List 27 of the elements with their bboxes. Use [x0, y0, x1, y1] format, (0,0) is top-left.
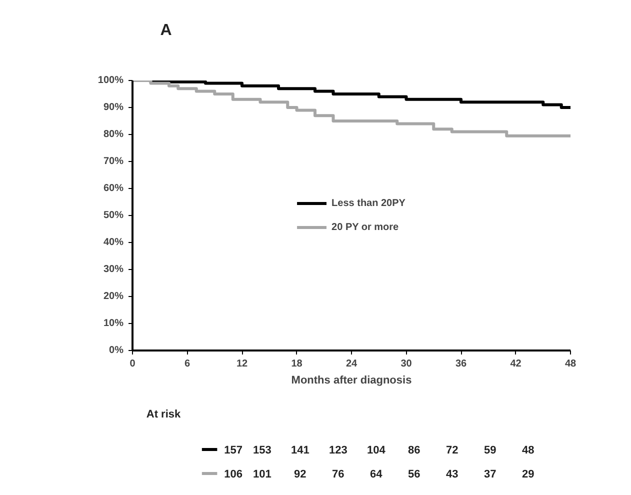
y-tick-label: 0% — [109, 345, 124, 356]
x-tick-label: 48 — [564, 358, 576, 370]
x-tick-label: 18 — [291, 358, 303, 370]
y-tick-label: 60% — [103, 183, 124, 194]
legend-label: 20 PY or more — [332, 222, 399, 232]
x-tick-label: 24 — [346, 358, 358, 370]
y-tick-label: 20% — [103, 291, 124, 302]
y-tick-label: 80% — [103, 129, 124, 140]
legend-label: Less than 20PY — [332, 198, 406, 208]
y-tick-label: 90% — [103, 102, 124, 113]
y-tick-label: 70% — [103, 156, 124, 167]
x-tick-label: 6 — [184, 358, 190, 370]
x-tick-label: 36 — [455, 358, 467, 370]
x-tick-label: 30 — [400, 358, 412, 370]
x-tick-label: 0 — [130, 358, 136, 370]
text: 157 153 141 123 104 86 72 59 48 — [224, 444, 534, 456]
y-tick-label: 50% — [103, 210, 124, 221]
x-tick-label: 12 — [236, 358, 248, 370]
y-tick-label: 100% — [98, 75, 124, 86]
x-axis-title: Months after diagnosis — [291, 374, 412, 386]
y-tick-label: 30% — [103, 264, 124, 275]
text: 106 101 92 76 64 56 43 37 29 — [224, 468, 534, 480]
x-tick-label: 42 — [510, 358, 522, 370]
text: A — [160, 22, 172, 39]
y-tick-label: 40% — [103, 237, 124, 248]
y-tick-label: 10% — [103, 318, 124, 329]
text: At risk — [146, 408, 182, 420]
